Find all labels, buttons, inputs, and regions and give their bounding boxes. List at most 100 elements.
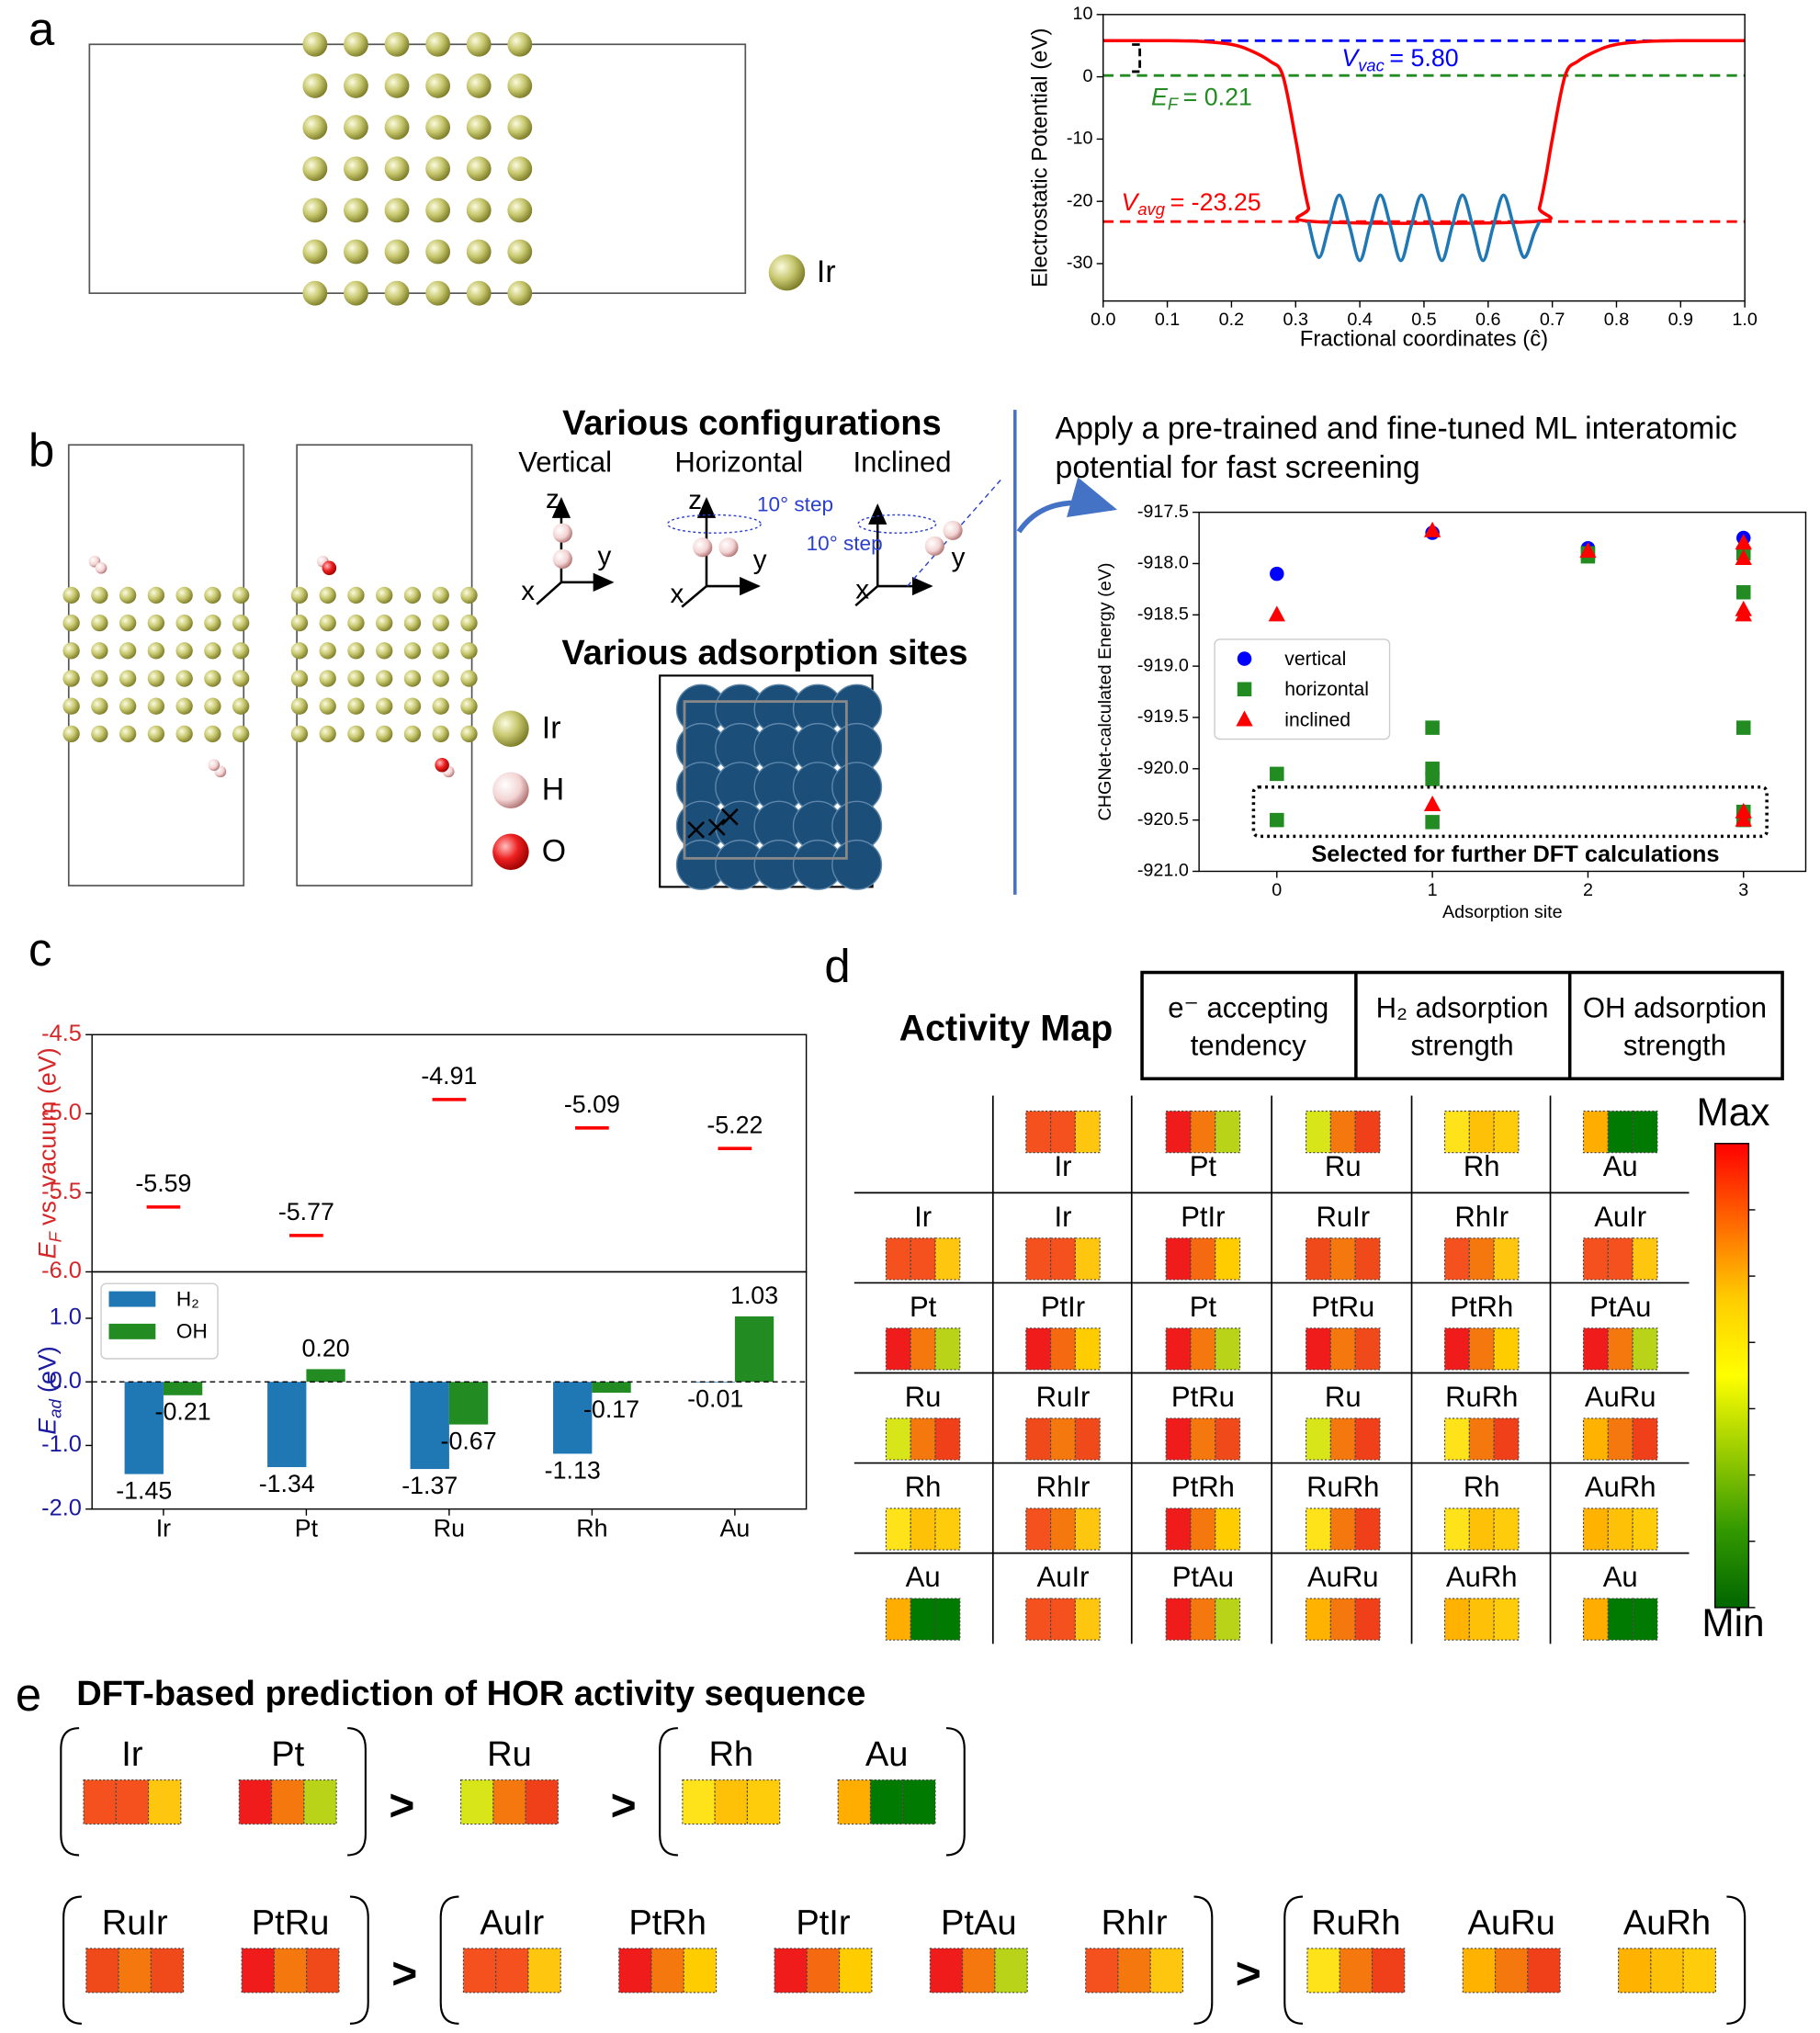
swatch-segment (1306, 1948, 1340, 1993)
swatch-segment (1632, 1237, 1658, 1281)
swatch-segment (1190, 1110, 1216, 1154)
separator: > (389, 1781, 414, 1830)
point (1735, 810, 1752, 827)
value-label: -1.13 (545, 1456, 601, 1484)
atom-ir (175, 725, 193, 743)
config-label: Inclined (853, 446, 952, 479)
bracket (1132, 43, 1142, 73)
atom-ir (147, 697, 165, 715)
x-tick-label: 3 (1738, 880, 1748, 900)
swatch-segment (902, 1779, 936, 1825)
atom-ir (432, 614, 449, 632)
swatch-segment (1443, 1598, 1470, 1641)
row-label: Ir (914, 1201, 932, 1233)
swatch-segment (1025, 1237, 1052, 1281)
bracket (659, 1727, 678, 1857)
x-axis-label: Fractional coordinates (ĉ) (1300, 326, 1548, 351)
cell-label: RuIr (1036, 1381, 1091, 1413)
atom-ir (466, 239, 492, 265)
bracket (945, 1727, 966, 1857)
symbol: V (1341, 44, 1360, 72)
atom-ir (403, 725, 422, 743)
atom-ir (204, 614, 221, 632)
header-text: strength (1623, 1030, 1726, 1062)
swatch-segment (1329, 1508, 1356, 1551)
atom-ir (376, 614, 393, 632)
item-label: PtRh (628, 1904, 707, 1943)
surface (675, 683, 883, 890)
y-axis-label: Electrostatic Potential (eV) (1027, 28, 1052, 288)
swatch-segment (1582, 1508, 1609, 1551)
legend-label: Ir (542, 711, 561, 746)
atom-ir (175, 670, 193, 687)
swatch-segment (1305, 1110, 1331, 1154)
subscript: avg (1137, 199, 1165, 219)
item-label: Rh (708, 1735, 753, 1774)
axis-label: EFvs. vacuum (eV) (34, 1047, 65, 1259)
atom-ir (147, 725, 165, 743)
flow-arrow (1016, 477, 1118, 534)
item-label: PtRu (252, 1904, 330, 1943)
swatch-segment (1190, 1417, 1216, 1461)
atom-ir (384, 156, 410, 182)
cell-outline (683, 700, 848, 860)
atom-ir (302, 115, 328, 140)
atom-ir (347, 697, 365, 715)
bar (734, 1316, 774, 1383)
swatch-segment (1354, 1598, 1381, 1641)
axis-glyph-label: y (753, 545, 767, 575)
item-label: AuIr (480, 1904, 544, 1943)
atom-ir (347, 586, 365, 604)
atom-ir (460, 586, 478, 604)
swatch-segment (1443, 1110, 1470, 1154)
bar (695, 1382, 735, 1383)
swatch-segment (1339, 1948, 1373, 1993)
header-box (1140, 970, 1784, 1080)
swatch-segment (1354, 1417, 1381, 1461)
atom-ir (432, 697, 449, 715)
swatch-segment (885, 1237, 911, 1281)
column-label: Rh (1464, 1150, 1500, 1182)
bracket (62, 1895, 82, 2025)
atom-ir (119, 586, 137, 604)
bar (267, 1382, 307, 1467)
swatch-segment (885, 1508, 911, 1551)
swatch-segment (1632, 1110, 1658, 1154)
x-tick-label: Pt (295, 1514, 319, 1542)
legend-label: vertical (1284, 649, 1346, 670)
atom-ir (403, 642, 422, 660)
cell-label: Au (1603, 1561, 1638, 1593)
atom-ir (290, 614, 309, 632)
swatch-segment (1582, 1110, 1609, 1154)
legend-label: OH (176, 1320, 208, 1343)
y-tick-label: -918.5 (1137, 604, 1189, 625)
y-tick-label: -1.0 (41, 1431, 82, 1457)
surface-atom (831, 839, 883, 890)
swatch-segment (1607, 1110, 1633, 1154)
swatch-segment (994, 1948, 1028, 1993)
x-tick-label: 0.7 (1540, 310, 1565, 330)
cell-label: AuRh (1446, 1561, 1518, 1593)
atom-ir (319, 725, 336, 743)
swatch-segment (1607, 1417, 1633, 1461)
axis-glyph-label: z (546, 484, 560, 514)
swatch-segment (1190, 1327, 1216, 1371)
legend-marker (1237, 682, 1252, 696)
atom-ir (466, 280, 492, 306)
swatch-segment (1050, 1327, 1076, 1371)
axis-glyph-label: y (597, 541, 611, 571)
item-label: Ir (121, 1735, 143, 1774)
swatch-segment (910, 1508, 936, 1551)
cell-box (88, 43, 747, 295)
swatch-segment (1215, 1598, 1241, 1641)
atom-ir (290, 586, 309, 604)
header-text: strength (1411, 1030, 1514, 1062)
y-tick-label: -5.0 (41, 1100, 82, 1125)
reference-label: Vvac = 5.80 (1341, 44, 1458, 74)
symbol: E (1151, 84, 1169, 111)
label-text: vs. vacuum (eV) (34, 1047, 62, 1225)
swatch-segment (1165, 1508, 1192, 1551)
swatch-segment (1468, 1110, 1495, 1154)
swatch-segment (238, 1779, 273, 1825)
atom-ir (425, 198, 451, 223)
